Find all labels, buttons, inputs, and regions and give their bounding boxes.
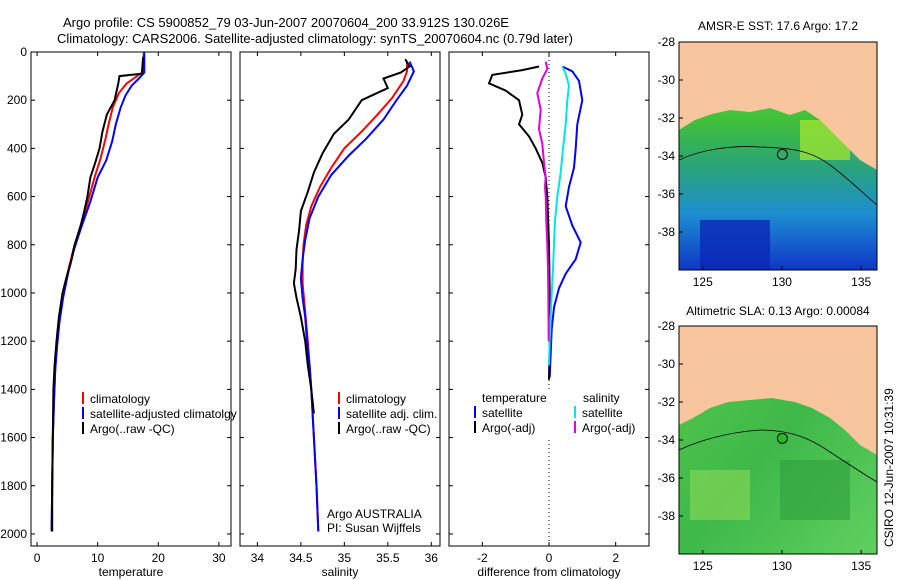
map-y-tick-label: -28 <box>658 35 676 49</box>
x-tick-label: 10 <box>91 551 105 565</box>
temperature-xlabel: temperature <box>99 565 164 579</box>
figure-title-line1: Argo profile: CS 5900852_79 03-Jun-2007 … <box>63 15 509 30</box>
sla-float-marker <box>776 432 788 444</box>
sla-patch-a <box>690 470 750 520</box>
x-tick-label: 34.5 <box>289 551 313 565</box>
series-line-argo-raw-qc- <box>292 58 411 414</box>
legend-label-temp-satellite: satellite <box>482 406 523 420</box>
temperature-legend: climatology satellite-adjusted climatolg… <box>82 392 237 436</box>
map-y-tick-label: -36 <box>658 187 676 201</box>
temperature-axes-frame <box>30 51 232 547</box>
y-tick-label: 200 <box>7 93 27 107</box>
series-line-salinity-argo-adj- <box>536 61 550 342</box>
map-x-tick-label: 125 <box>693 559 713 573</box>
y-tick-label: 1600 <box>0 431 27 445</box>
x-tick-label: 36 <box>425 551 439 565</box>
legend-label-temp-argo: Argo(-adj) <box>482 421 535 435</box>
x-tick-label: 20 <box>152 551 166 565</box>
legend-label-climatology: climatology <box>90 392 150 406</box>
difference-legend: temperature salinity satellite Argo(-adj… <box>472 390 642 438</box>
y-tick-label: 600 <box>7 190 27 204</box>
y-tick-label: 1200 <box>0 334 27 348</box>
sla-patch-b <box>780 460 850 520</box>
sla-map-panel: Altimetric SLA: 0.13 Argo: 0.00084 125 13… <box>658 304 878 573</box>
temperature-panel: 0 10 20 30 0 200 400 600 800 1000 1200 1400 1600 1800… <box>0 45 236 579</box>
y-tick-label: 400 <box>7 141 27 155</box>
map-y-tick-label: -32 <box>658 395 676 409</box>
difference-xlabel: difference from climatology <box>477 565 620 579</box>
salinity-xlabel: salinity <box>322 565 359 579</box>
series-line-argo-raw-qc- <box>51 56 145 532</box>
legend-label-sal-satellite: satellite <box>582 406 623 420</box>
x-tick-label: 0 <box>546 551 553 565</box>
x-tick-label: 34 <box>251 551 265 565</box>
series-line-satellite-adjusted-climatology <box>50 52 146 532</box>
map-y-tick-label: -28 <box>658 319 676 333</box>
map-x-tick-label: 130 <box>772 559 792 573</box>
y-tick-label: 1800 <box>0 479 27 493</box>
salinity-panel: 34 34.5 35 35.5 36 salinity climatology sate… <box>239 51 441 579</box>
sst-float-marker <box>776 148 788 160</box>
credit-text: CSIRO 12-Jun-2007 10:31:39 <box>882 388 896 547</box>
map-y-tick-label: -34 <box>658 433 676 447</box>
difference-panel: -2 0 2 difference from climatology tempera… <box>448 51 650 579</box>
series-line-temperature-satellite <box>548 65 584 378</box>
map-y-tick-label: -32 <box>658 111 676 125</box>
sla-map-title: Altimetric SLA: 0.13 Argo: 0.00084 <box>686 304 870 318</box>
legend-label-satellite: satellite-adjusted climatolgy <box>90 407 237 421</box>
map-y-tick-label: -30 <box>658 357 676 371</box>
salinity-annotation-line2: PI: Susan Wijffels <box>327 521 421 535</box>
series-line-climatology <box>301 61 408 532</box>
series-line-salinity-satellite <box>548 66 571 366</box>
map-y-tick-label: -38 <box>658 225 676 239</box>
x-tick-label: 35 <box>338 551 352 565</box>
sst-front-contour <box>679 146 877 206</box>
map-y-tick-label: -30 <box>658 73 676 87</box>
sst-land-mask <box>679 42 877 170</box>
sla-front-contour <box>679 429 877 483</box>
series-line-temperature-argo-adj- <box>487 65 551 380</box>
legend-label-argo: Argo(..raw -QC) <box>90 422 175 436</box>
map-y-tick-label: -36 <box>658 471 676 485</box>
figure-title-line2: Climatology: CARS2006. Satellite-adjuste… <box>57 31 573 46</box>
x-tick-label: 35.5 <box>376 551 400 565</box>
y-tick-label: 0 <box>20 45 27 59</box>
map-x-tick-label: 125 <box>693 275 713 289</box>
legend-label-sal-argo: Argo(-adj) <box>582 421 635 435</box>
map-x-tick-label: 135 <box>851 275 871 289</box>
sst-map-title: AMSR-E SST: 17.6 Argo: 17.2 <box>698 19 858 33</box>
y-tick-label: 2000 <box>0 527 27 541</box>
legend-label-satellite: satellite adj. clim. <box>346 407 437 421</box>
map-y-tick-label: -38 <box>658 509 676 523</box>
sst-cold-patch <box>700 220 770 270</box>
salinity-axes-frame <box>239 51 441 547</box>
legend-title-temperature: temperature <box>482 391 547 405</box>
map-y-tick-label: -34 <box>658 149 676 163</box>
x-tick-label: 2 <box>612 551 619 565</box>
sst-map-panel: AMSR-E SST: 17.6 Argo: 17.2 125 130 135 -28… <box>658 19 878 289</box>
salinity-annotation-line1: Argo AUSTRALIA <box>327 507 422 521</box>
y-tick-label: 800 <box>7 238 27 252</box>
salinity-legend: climatology satellite adj. clim. Argo(..… <box>338 392 437 436</box>
y-tick-label: 1000 <box>0 286 27 300</box>
x-tick-label: -2 <box>477 551 488 565</box>
series-line-satellite-adj-clim- <box>299 61 416 532</box>
map-x-tick-label: 135 <box>851 559 871 573</box>
x-tick-label: 30 <box>212 551 226 565</box>
legend-label-argo: Argo(..raw -QC) <box>346 422 431 436</box>
legend-title-salinity: salinity <box>583 391 620 405</box>
x-tick-label: 0 <box>34 551 41 565</box>
sla-land-mask <box>679 326 877 455</box>
y-tick-label: 1400 <box>0 382 27 396</box>
legend-background <box>472 390 642 438</box>
map-x-tick-label: 130 <box>772 275 792 289</box>
legend-label-climatology: climatology <box>346 392 406 406</box>
